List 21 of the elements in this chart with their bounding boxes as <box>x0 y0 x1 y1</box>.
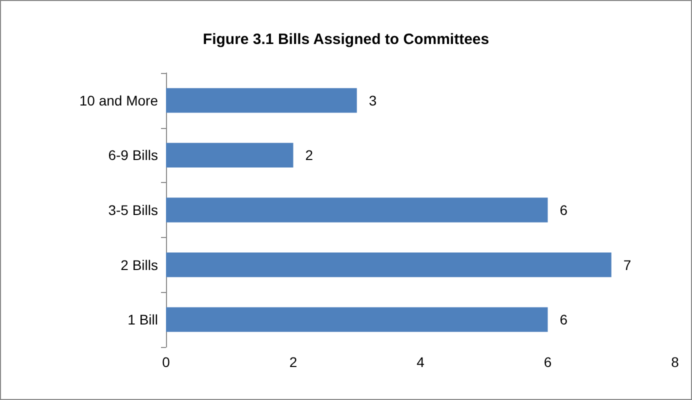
data-label: 6 <box>560 202 568 218</box>
data-label: 3 <box>368 92 377 108</box>
y-tick-label: 3-5 Bills <box>108 202 158 218</box>
bar <box>166 88 357 113</box>
x-tick-label: 0 <box>162 354 170 370</box>
data-label: 7 <box>623 256 632 273</box>
bar <box>166 142 294 168</box>
data-label: 2 <box>305 147 314 164</box>
bar <box>166 252 612 278</box>
bar <box>166 307 548 332</box>
x-tick-label: 4 <box>416 354 425 370</box>
x-tick-label: 8 <box>671 354 680 370</box>
x-tick-label: 6 <box>544 354 552 370</box>
bar <box>166 198 548 222</box>
y-tick-label: 6-9 Bills <box>108 147 158 164</box>
x-tick-label: 2 <box>289 354 298 370</box>
chart-title: Figure 3.1 Bills Assigned to Committees <box>202 31 490 48</box>
data-label: 6 <box>560 312 568 328</box>
y-tick-label: 1 Bill <box>128 312 158 328</box>
y-tick-label: 2 Bills <box>120 256 158 273</box>
y-tick-label: 10 and More <box>79 92 158 108</box>
